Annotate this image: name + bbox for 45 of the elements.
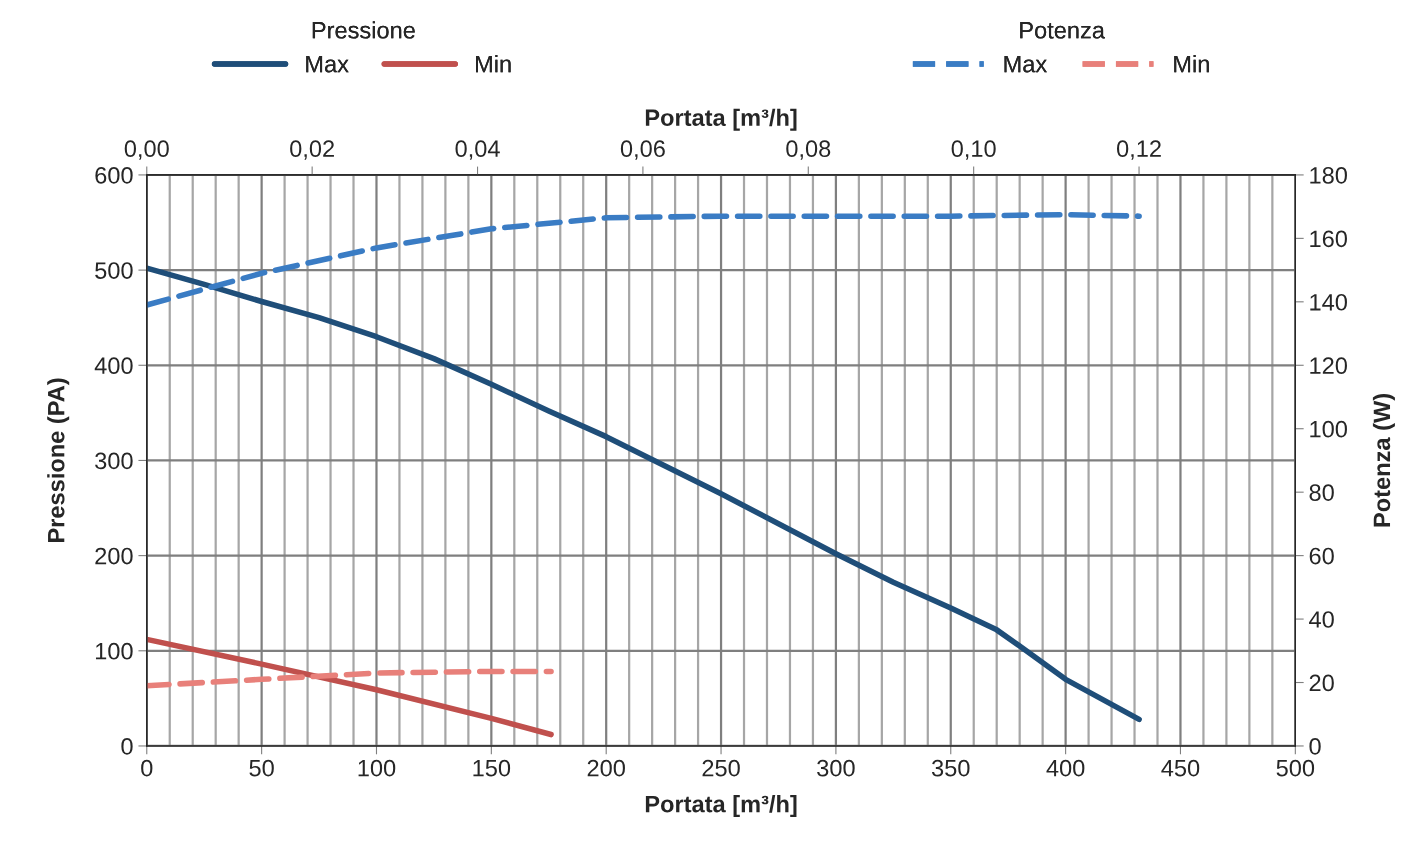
x2-tick-label: 0,12 [1116,140,1161,160]
y-tick-label: 0 [121,738,133,755]
x-tick-label: 250 [702,759,740,777]
x2-tick-label: 0,04 [455,140,500,160]
x2-tick-label: 0,10 [951,140,996,160]
y-tick-label: 400 [94,357,133,375]
x-tick-label: 150 [473,759,511,777]
x-tick-label: 450 [1161,759,1200,777]
x-tick-label: 50 [249,759,274,777]
text: Pressione [312,21,415,39]
x-tick-label: 500 [1276,759,1315,777]
y-tick-label: 500 [95,262,133,279]
y2-tick-label: 40 [1309,611,1334,628]
y2-tick-label: 20 [1309,674,1334,692]
y-tick-label: 200 [95,547,133,565]
legend-label: Min [1174,55,1209,73]
x-tick-label: 400 [1046,759,1085,777]
y-tick-label: 300 [95,452,133,470]
y-tick-label: 100 [95,642,133,660]
y-tick-label: 600 [95,167,133,184]
y2-tick-label: 80 [1309,484,1334,501]
x2-tick-label: 0,06 [620,140,665,160]
x2-tick-label: 0,08 [786,140,831,160]
y2-tick-label: 140 [1310,293,1347,311]
y2-tick-label: 0 [1309,738,1321,755]
x-tick-label: 100 [358,759,396,777]
legend-label: Max [1004,55,1047,73]
x-tick-label: 200 [587,759,625,777]
x2-tick-label: 0,00 [124,140,169,160]
y2-tick-label: 180 [1310,167,1347,184]
y2-tick-label: 160 [1310,230,1347,248]
x-tick-label: 300 [817,759,855,777]
x-axis-title: Portata [m³/h] [645,795,797,818]
text: Potenza [1020,22,1105,39]
x2-axis-title: Portata [m³/h] [645,108,797,131]
y-axis-title: Pressione (PA) [47,378,70,542]
legend-label: Max [306,55,349,73]
x-tick-label: 0 [141,759,153,777]
y2-axis-title: Potenza (W) [1372,394,1395,527]
x-tick-label: 350 [931,759,970,777]
y2-tick-label: 120 [1310,357,1347,375]
x2-tick-label: 0,02 [290,140,334,160]
y2-tick-label: 60 [1309,547,1334,565]
legend-label: Min [476,55,511,73]
y2-tick-label: 100 [1310,420,1347,438]
